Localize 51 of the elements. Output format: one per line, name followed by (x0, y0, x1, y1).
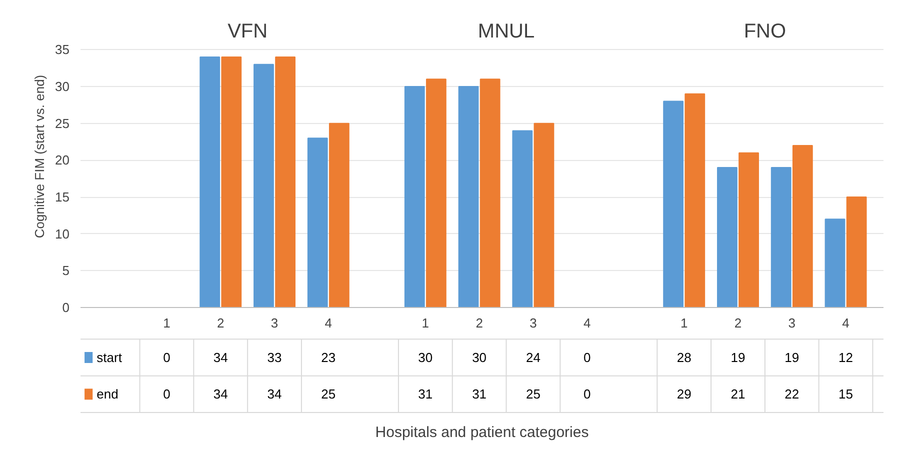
data-label: 0 (163, 386, 170, 402)
x-tick-label: 4 (842, 316, 850, 330)
text: VFN (228, 20, 268, 42)
x-tick-label: 2 (476, 316, 483, 330)
data-label: 0 (163, 350, 170, 365)
data-label: 31 (418, 386, 433, 402)
data-label: 25 (321, 386, 336, 402)
y-tick-label: 35 (55, 42, 70, 58)
x-tick-label: 3 (788, 316, 796, 330)
text: MNUL (478, 20, 535, 42)
y-tick-label: 0 (62, 300, 70, 315)
data-label: 29 (676, 386, 692, 402)
data-label: 19 (784, 350, 800, 365)
text: FNO (744, 20, 786, 42)
data-label: 24 (526, 350, 540, 365)
data-label: 30 (472, 350, 487, 365)
x-tick-label: 4 (324, 316, 332, 330)
y-tick-label: 30 (55, 79, 70, 94)
x-tick-label: 3 (270, 316, 278, 330)
data-label: 33 (267, 350, 282, 365)
x-tick-label: 1 (680, 316, 688, 330)
data-label: 19 (730, 350, 746, 365)
y-tick-label: 25 (55, 116, 70, 131)
data-label: 22 (784, 386, 800, 402)
data-label: 25 (526, 386, 540, 402)
x-tick-label: 1 (422, 316, 430, 330)
data-label: 0 (583, 386, 591, 402)
y-axis-title: Cognitive FIM (start vs. end) (32, 74, 48, 238)
x-tick-label: 3 (530, 316, 537, 330)
x-tick-label: 2 (217, 316, 224, 330)
data-label: 34 (213, 386, 228, 402)
y-tick-label: 15 (55, 190, 70, 205)
legend-label: start (96, 350, 122, 365)
y-tick-label: 10 (55, 226, 70, 242)
data-label: 34 (213, 350, 228, 365)
legend-label: end (96, 386, 118, 402)
y-tick-label: 20 (55, 152, 70, 168)
data-label: 34 (267, 386, 282, 402)
data-label: 23 (321, 350, 336, 365)
y-tick-label: 5 (62, 263, 70, 278)
x-tick-label: 4 (583, 316, 591, 330)
x-tick-label: 1 (163, 316, 170, 330)
text: Hospitals and patient categories (375, 424, 589, 442)
data-label: 30 (418, 350, 433, 365)
x-tick-label: 2 (734, 316, 742, 330)
data-label: 31 (472, 386, 487, 402)
data-label: 28 (676, 350, 692, 365)
data-label: 0 (583, 350, 591, 365)
data-label: 21 (730, 386, 746, 402)
data-label: 15 (838, 386, 854, 402)
data-label: 12 (838, 350, 854, 365)
